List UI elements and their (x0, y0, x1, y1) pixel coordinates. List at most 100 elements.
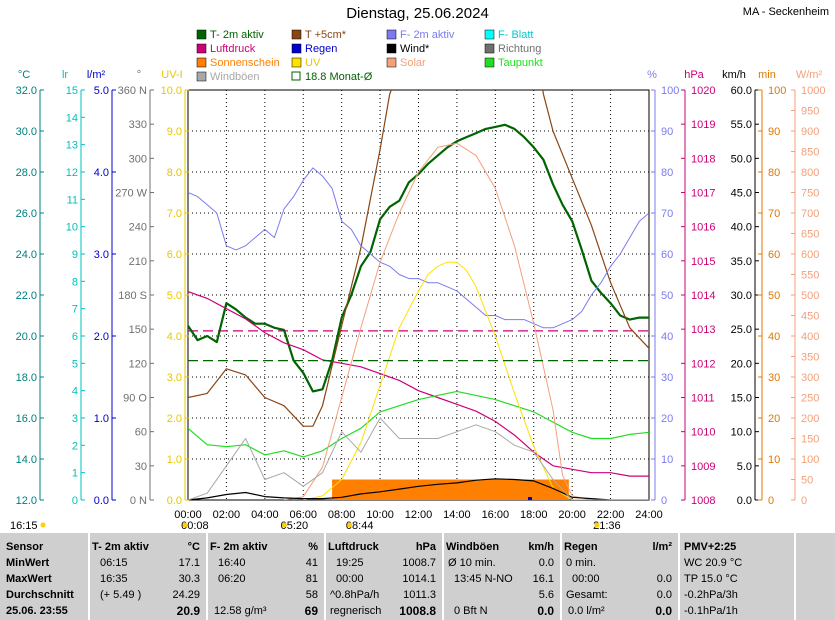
axis-label-wm2: 0 (801, 495, 807, 507)
axis-label-wm2: 450 (801, 311, 819, 323)
axis-label-uvi: 8.0 (167, 167, 182, 179)
axis-label-hpa: 1009 (691, 461, 715, 473)
axis-label-wm2: 750 (801, 188, 819, 200)
axis-label-pct: 60 (661, 249, 673, 261)
axis-label-pct: 40 (661, 331, 673, 343)
stats-temp-unit: °C (187, 541, 200, 553)
x-tick-label: 06:00 (289, 509, 317, 521)
sunshine-bar (522, 479, 529, 500)
sunshine-bar (435, 479, 443, 500)
sun-event-label: 00:08 (181, 520, 209, 532)
axis-label-lr: 1 (72, 468, 78, 480)
sunshine-bar (464, 479, 471, 500)
legend-label-richtung: Richtung (498, 43, 541, 55)
axis-unit-hpa: hPa (684, 69, 704, 81)
axis-label-kmh: 5.0 (737, 461, 752, 473)
sunshine-bar (349, 479, 356, 500)
axis-label-deg: 240 (129, 222, 147, 234)
sunshine-bar (447, 479, 454, 500)
sun-event-marker (281, 522, 287, 528)
axis-label-uvi: 6.0 (167, 249, 182, 261)
axis-label-pct: 70 (661, 208, 673, 220)
axis-label-kmh: 30.0 (731, 290, 752, 302)
series-line-wind (188, 478, 649, 500)
axis-unit-wm2: W/m² (796, 69, 823, 81)
series-line-f2m (188, 167, 649, 329)
stats-rain-time: 00:00 (572, 573, 600, 585)
stats-humid-max: 81 (305, 573, 318, 585)
sun-event-marker (594, 522, 600, 528)
sunshine-bar (493, 479, 500, 500)
axis-label-lr: 4 (72, 386, 78, 398)
stats-panel: Sensor MinWert MaxWert Durchschnitt 25.0… (0, 533, 835, 620)
sunshine-bar (562, 479, 569, 500)
axis-label-wm2: 50 (801, 475, 813, 487)
axis-label-min: 70 (768, 208, 780, 220)
axis-label-min: 40 (768, 331, 780, 343)
axis-label-kmh: 20.0 (731, 358, 752, 370)
legend-swatch-windboeen (196, 71, 207, 82)
axis-label-pct: 80 (661, 167, 673, 179)
stats-temp-max-time: 16:35 (100, 573, 128, 585)
axis-label-kmh: 50.0 (731, 153, 752, 165)
axis-label-temp: 28.0 (16, 167, 37, 179)
sunshine-bar (487, 479, 494, 500)
axis-label-min: 20 (768, 413, 780, 425)
axis-label-wm2: 650 (801, 229, 819, 241)
axis-label-wm2: 1000 (801, 85, 825, 97)
axis-label-kmh: 45.0 (731, 188, 752, 200)
station-name: MA - Seckenheim (742, 6, 829, 18)
stats-pmv-header: PMV+2:25 (684, 541, 737, 553)
sun-event-label: 05:20 (281, 520, 309, 532)
legend-swatch-wind (386, 43, 397, 54)
axis-label-temp: 32.0 (16, 85, 37, 97)
axis-label-hpa: 1020 (691, 85, 715, 97)
axis-label-temp: 24.0 (16, 249, 37, 261)
axis-label-deg: 210 (129, 256, 147, 268)
series-line-t5cm (188, 90, 649, 427)
legend-label-t2m: T- 2m aktiv (210, 29, 264, 41)
axis-label-pct: 90 (661, 126, 673, 138)
x-tick-label: 02:00 (213, 509, 241, 521)
sunshine-bar (510, 479, 517, 500)
legend-label-monat: 18.8 Monat-Ø (305, 71, 373, 83)
axis-label-kmh: 15.0 (731, 393, 752, 405)
legend-label-sonnenschein: Sonnenschein (210, 57, 280, 69)
stats-rain-current: 0.0 (655, 604, 672, 618)
legend-swatch-t5cm (291, 29, 302, 40)
series-line-solar (283, 142, 592, 500)
sunshine-bar (406, 479, 414, 500)
sunshine-bar (533, 479, 541, 500)
sunshine-bar (378, 479, 385, 500)
sunshine-bar (481, 479, 489, 500)
stats-wind-mean: 5.6 (538, 589, 554, 601)
axis-label-uvi: 3.0 (167, 372, 182, 384)
axis-label-uvi: 0.0 (167, 495, 182, 507)
axis-label-wm2: 250 (801, 393, 819, 405)
stats-rain-total-label: Gesamt: (566, 589, 608, 601)
axis-label-temp: 20.0 (16, 331, 37, 343)
stats-rain-rate: 0.0 l/m² (568, 605, 605, 617)
axis-label-temp: 14.0 (16, 454, 37, 466)
axis-label-lr: 8 (72, 276, 78, 288)
x-tick-label: 10:00 (366, 509, 394, 521)
axis-label-wm2: 900 (801, 126, 819, 138)
stats-rain-header: Regen (564, 541, 598, 553)
legend-label-t5cm: T +5cm* (305, 29, 347, 41)
weather-chart: 32.030.028.026.024.022.020.018.016.014.0… (10, 29, 825, 532)
sunshine-bar (372, 479, 379, 500)
axis-label-wm2: 400 (801, 331, 819, 343)
sunshine-bar (401, 479, 408, 500)
axis-label-lm2: 1.0 (94, 413, 109, 425)
axis-label-lr: 9 (72, 249, 78, 261)
axis-label-pct: 50 (661, 290, 673, 302)
axis-label-hpa: 1016 (691, 222, 715, 234)
legend-swatch-t2m (196, 29, 207, 40)
axis-label-lr: 12 (66, 167, 78, 179)
axis-label-deg: 180 S (118, 290, 147, 302)
footer-time: 16:15 (10, 520, 38, 532)
stats-humid-abs: 12.58 g/m³ (214, 605, 267, 617)
sunshine-bar (545, 479, 552, 500)
axis-label-pct: 100 (661, 85, 679, 97)
rain-marker (527, 497, 532, 500)
